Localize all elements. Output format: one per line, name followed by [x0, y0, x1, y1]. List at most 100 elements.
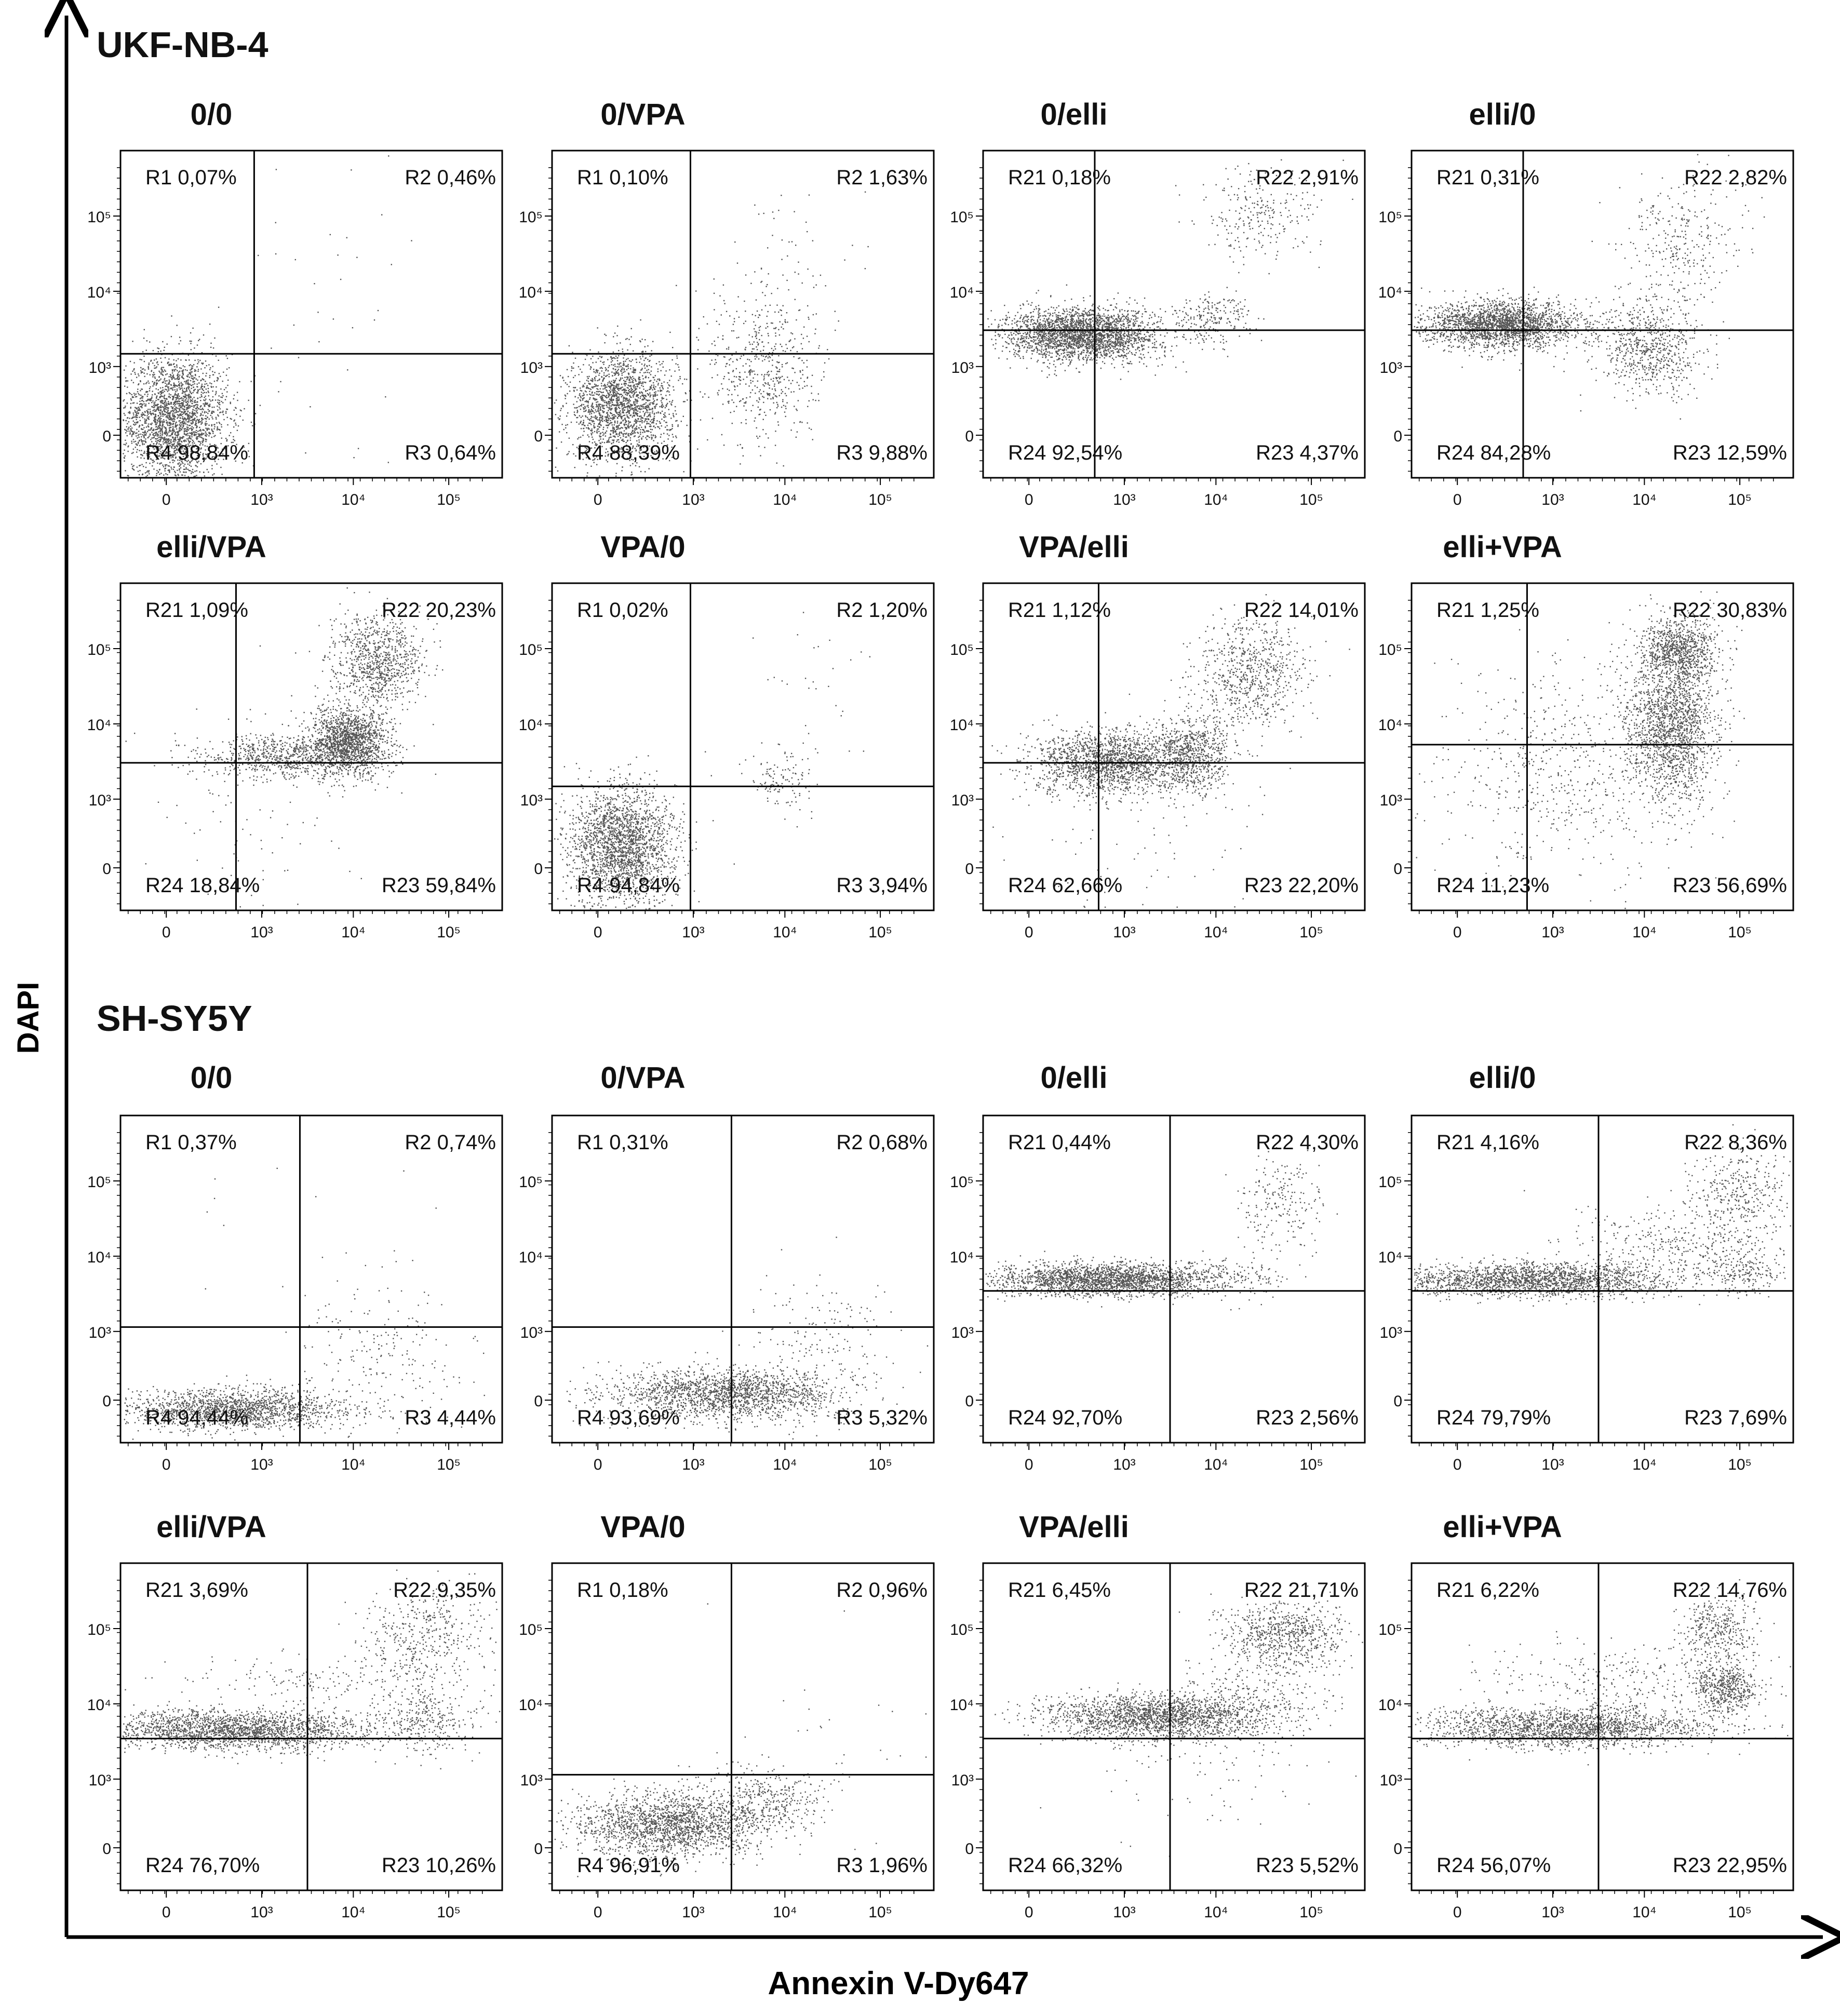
- event-dot: [188, 429, 189, 431]
- event-dot: [179, 420, 180, 421]
- event-dot: [158, 426, 159, 427]
- event-dot: [166, 384, 167, 385]
- event-dot: [134, 372, 135, 373]
- event-dot: [172, 428, 173, 429]
- event-dot: [219, 402, 220, 403]
- event-dot: [191, 341, 192, 342]
- event-dot: [178, 372, 179, 373]
- event-dot: [163, 409, 164, 410]
- event-dot: [151, 406, 152, 407]
- event-dot: [178, 393, 179, 394]
- event-dot: [154, 401, 155, 402]
- event-dot: [146, 472, 147, 473]
- event-dot: [151, 432, 152, 433]
- event-dot: [147, 409, 149, 410]
- event-dot: [172, 408, 173, 409]
- event-dot: [154, 393, 155, 394]
- event-dot: [208, 395, 209, 396]
- event-dot: [197, 398, 198, 399]
- event-dot: [211, 465, 212, 466]
- event-dot: [141, 400, 142, 401]
- event-dot: [196, 416, 197, 417]
- event-dot: [203, 472, 204, 473]
- event-dot: [192, 384, 193, 385]
- event-dot: [139, 425, 140, 426]
- event-dot: [128, 431, 129, 432]
- event-dot: [650, 409, 651, 410]
- event-dot: [148, 403, 149, 404]
- event-dot: [198, 376, 199, 377]
- event-dot: [187, 381, 189, 382]
- event-dot: [189, 420, 190, 421]
- event-dot: [126, 442, 127, 443]
- event-dot: [209, 399, 210, 400]
- event-dot: [195, 375, 196, 376]
- event-dot: [155, 378, 156, 379]
- event-dot: [160, 433, 161, 434]
- event-dot: [212, 407, 213, 408]
- event-dot: [195, 400, 196, 401]
- event-dot: [217, 429, 218, 431]
- event-dot: [195, 408, 196, 409]
- event-dot: [138, 407, 139, 408]
- event-dot: [206, 392, 207, 393]
- event-dot: [176, 428, 177, 429]
- event-dot: [198, 434, 199, 435]
- event-dot: [160, 396, 162, 397]
- event-dot: [136, 394, 137, 395]
- event-dot: [213, 428, 214, 429]
- event-dot: [216, 419, 217, 420]
- event-dot: [599, 373, 600, 374]
- event-dot: [133, 402, 135, 404]
- event-dot: [186, 398, 187, 399]
- event-dot: [225, 412, 226, 413]
- event-dot: [157, 428, 158, 429]
- event-dot: [217, 409, 218, 410]
- event-dot: [155, 434, 156, 435]
- event-dot: [184, 431, 185, 432]
- event-dot: [177, 378, 178, 379]
- event-dot: [124, 370, 125, 371]
- event-dot: [378, 310, 379, 311]
- event-dot: [152, 394, 153, 395]
- event-dot: [251, 422, 252, 423]
- event-dot: [166, 438, 167, 439]
- event-dot: [197, 401, 198, 402]
- event-dot: [124, 444, 125, 445]
- event-dot: [196, 420, 197, 421]
- event-dot: [169, 414, 170, 415]
- event-dot: [137, 388, 138, 389]
- event-dot: [133, 421, 134, 422]
- event-dot: [192, 378, 193, 379]
- event-dot: [177, 437, 178, 438]
- event-dot: [162, 341, 163, 342]
- event-dot: [130, 429, 131, 430]
- event-dot: [153, 420, 154, 421]
- event-dot: [156, 384, 157, 385]
- event-dot: [203, 393, 204, 394]
- event-dot: [193, 419, 194, 420]
- event-dot: [157, 408, 158, 409]
- event-dot: [596, 401, 597, 402]
- event-dot: [167, 403, 168, 404]
- event-dot: [184, 469, 185, 470]
- group-ukf-nb-4: UKF-NB-40/0R1 0,07% R2 0,46%R4 98,84% R3 0…: [87, 24, 1793, 941]
- event-dot: [204, 411, 205, 412]
- event-dot: [168, 410, 169, 411]
- event-dot: [144, 405, 145, 406]
- event-dot: [190, 369, 191, 370]
- group-title: UKF-NB-4: [97, 24, 268, 65]
- event-dot: [145, 438, 146, 439]
- event-dot: [184, 396, 185, 397]
- event-dot: [159, 422, 160, 423]
- event-dot: [157, 420, 158, 421]
- event-dot: [141, 454, 142, 455]
- event-dot: [164, 369, 165, 370]
- event-dot: [139, 470, 140, 471]
- event-dot: [163, 371, 164, 372]
- event-dot: [151, 396, 152, 397]
- event-dot: [197, 407, 198, 408]
- event-dot: [134, 395, 135, 396]
- y-axis-label: DAPI: [11, 982, 45, 1054]
